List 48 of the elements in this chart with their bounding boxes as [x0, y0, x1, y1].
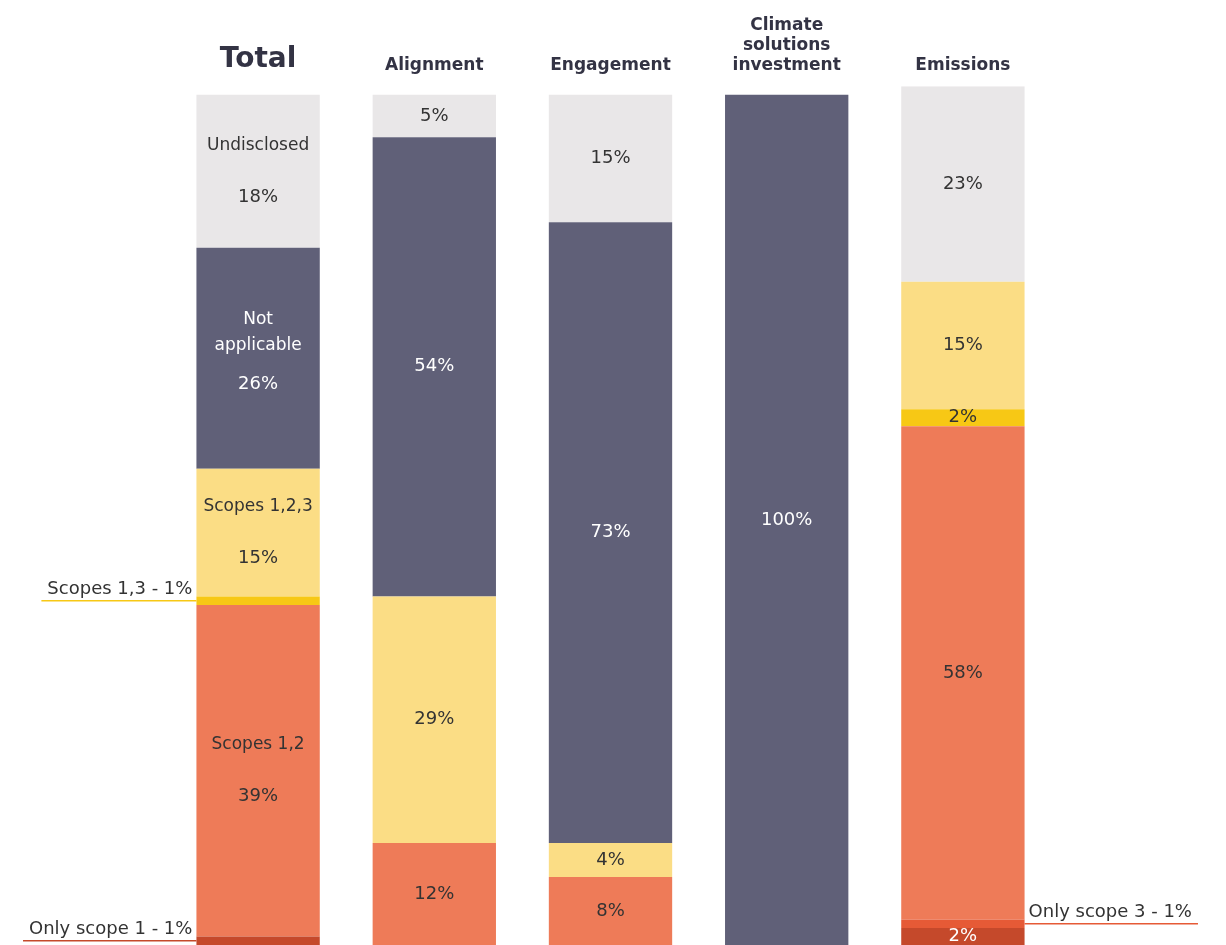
data-label: 15%: [590, 146, 631, 168]
bar: [548, 842, 673, 877]
series-label: Undisclosed: [207, 133, 310, 154]
bar: [196, 94, 320, 248]
data-label: 29%: [414, 707, 455, 729]
data-label: 58%: [942, 660, 983, 682]
x-tick-label: Emissions: [915, 54, 1011, 75]
data-label: 15%: [942, 333, 983, 355]
data-label: 12%: [414, 881, 455, 903]
data-label: 4%: [596, 847, 625, 869]
bar: [901, 281, 1025, 410]
x-tick-label: Climate solutions investment: [732, 13, 841, 75]
bar: [372, 842, 496, 945]
data-label: 23%: [942, 171, 983, 193]
bar: [901, 409, 1025, 427]
bar: [901, 927, 1025, 945]
bar: [196, 247, 320, 469]
data-label: 2%: [948, 924, 978, 945]
data-label: 54%: [414, 354, 455, 376]
data-label: 8%: [596, 898, 625, 920]
bar: [901, 86, 1025, 282]
x-tick-label: Total: [219, 40, 297, 74]
bar: [548, 222, 673, 843]
x-tick-label: Engagement: [550, 54, 671, 75]
bar: [372, 137, 496, 597]
data-label: 26%: [238, 371, 279, 393]
x-tick-label: Alignment: [385, 54, 484, 75]
bar: [196, 468, 320, 597]
text: Only scope 1 - 1%: [29, 917, 193, 939]
data-label: 39%: [238, 784, 279, 806]
bar: [372, 596, 496, 843]
bar: [196, 604, 320, 937]
bar: [548, 876, 673, 945]
data-label: 100%: [760, 507, 813, 529]
text: Scopes 1,3 - 1%: [47, 577, 193, 599]
data-label: 73%: [590, 520, 631, 542]
bar: [372, 94, 496, 138]
series-label: Scopes 1,2: [211, 733, 305, 754]
data-label: 15%: [238, 546, 279, 568]
series-label: Not applicable: [214, 307, 302, 354]
bar: [548, 94, 673, 223]
bar: [725, 94, 849, 945]
bar: [901, 426, 1025, 920]
data-label: 18%: [238, 184, 279, 206]
data-label: 2%: [948, 405, 978, 427]
text: Only scope 3 - 1%: [1028, 900, 1192, 922]
data-label: 5%: [420, 103, 449, 125]
series-label: Scopes 1,2,3: [203, 495, 313, 516]
